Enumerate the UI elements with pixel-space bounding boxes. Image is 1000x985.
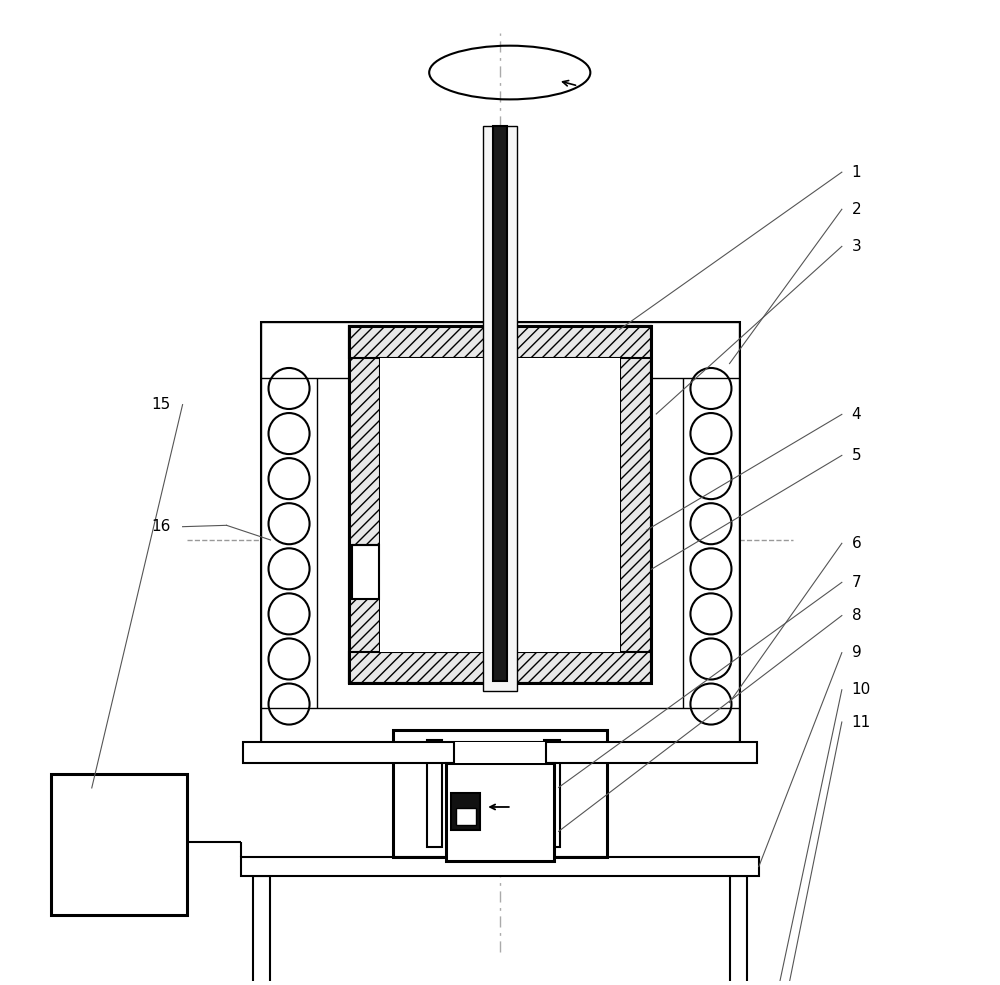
Bar [253,877,270,985]
Text: 3: 3 [852,239,861,254]
Text: 15: 15 [152,397,171,412]
Bar [349,652,651,683]
Bar [451,793,480,830]
Text: 5: 5 [852,448,861,463]
Text: 16: 16 [151,519,171,534]
Bar [683,321,739,742]
Bar [261,707,739,742]
Bar [261,321,739,742]
Bar [261,321,739,378]
Bar [456,808,476,824]
Text: 9: 9 [852,645,861,660]
Bar [352,545,379,599]
Bar [241,857,759,877]
Bar [493,126,507,681]
Text: 11: 11 [852,714,871,730]
Bar [730,877,747,985]
Bar [454,742,546,763]
Bar [380,358,620,652]
Text: 10: 10 [852,683,871,697]
Text: 8: 8 [852,608,861,624]
Bar [544,740,560,847]
Text: 4: 4 [852,407,861,422]
Text: 7: 7 [852,575,861,590]
Bar [620,326,651,683]
Bar [349,326,380,683]
Bar [349,326,651,683]
Text: 6: 6 [852,536,861,551]
Bar [446,763,554,861]
Bar [261,321,317,742]
Bar [51,774,187,915]
Bar [404,742,596,857]
Bar [483,126,517,690]
Bar [243,742,757,763]
Text: 1: 1 [852,164,861,179]
Text: 2: 2 [852,202,861,217]
Bar [349,326,651,358]
Bar [393,730,607,857]
Bar [427,740,442,847]
